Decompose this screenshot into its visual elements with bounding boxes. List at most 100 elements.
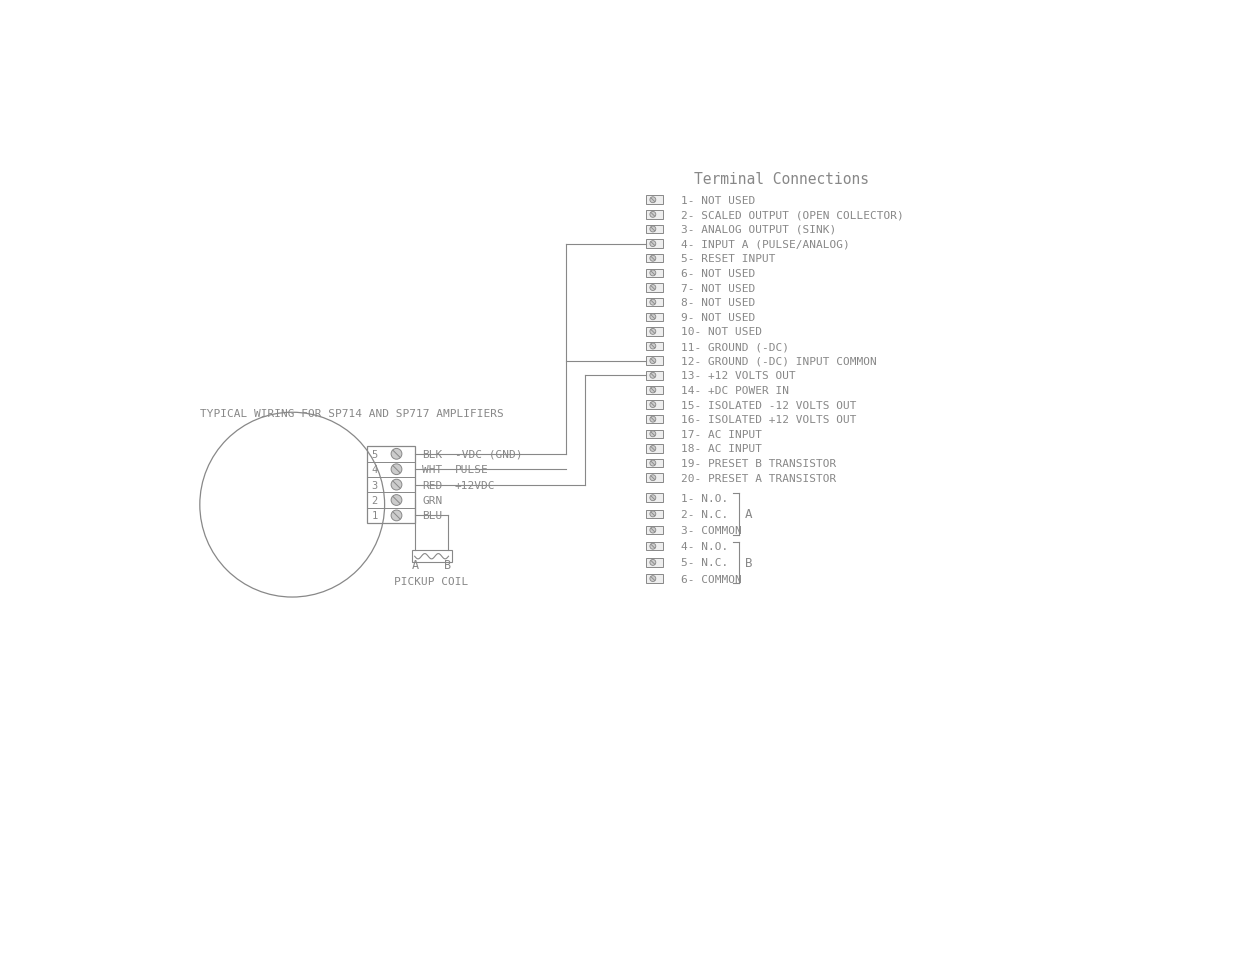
Circle shape (650, 314, 656, 320)
Bar (646, 211, 663, 219)
Bar (646, 298, 663, 307)
Text: 3: 3 (372, 480, 378, 490)
Circle shape (650, 358, 656, 364)
Text: 11- GROUND (-DC): 11- GROUND (-DC) (680, 342, 789, 352)
Circle shape (391, 496, 401, 506)
Text: PULSE: PULSE (454, 465, 488, 475)
Text: 6- NOT USED: 6- NOT USED (680, 269, 756, 278)
Bar (646, 494, 663, 502)
Circle shape (650, 416, 656, 423)
Circle shape (650, 496, 656, 501)
Circle shape (650, 329, 656, 335)
Text: 5- RESET INPUT: 5- RESET INPUT (680, 253, 776, 264)
Text: 1: 1 (372, 511, 378, 521)
Bar (646, 284, 663, 293)
Text: 19- PRESET B TRANSISTOR: 19- PRESET B TRANSISTOR (680, 458, 836, 469)
Text: BLK: BLK (422, 450, 442, 459)
Text: 12- GROUND (-DC) INPUT COMMON: 12- GROUND (-DC) INPUT COMMON (680, 356, 877, 366)
Circle shape (650, 559, 656, 566)
Circle shape (650, 402, 656, 408)
Bar (646, 386, 663, 395)
Text: 7- NOT USED: 7- NOT USED (680, 283, 756, 294)
Bar (646, 474, 663, 482)
Text: 4- INPUT A (PULSE/ANALOG): 4- INPUT A (PULSE/ANALOG) (680, 239, 850, 250)
Circle shape (650, 300, 656, 306)
Circle shape (650, 271, 656, 276)
Bar (646, 314, 663, 322)
Circle shape (650, 213, 656, 218)
Circle shape (650, 543, 656, 550)
Bar (646, 558, 663, 567)
Bar (646, 416, 663, 424)
Text: 4: 4 (372, 465, 378, 475)
Text: PICKUP COIL: PICKUP COIL (394, 577, 469, 587)
Bar (646, 459, 663, 468)
Circle shape (650, 446, 656, 452)
Text: 10- NOT USED: 10- NOT USED (680, 327, 762, 337)
Text: 16- ISOLATED +12 VOLTS OUT: 16- ISOLATED +12 VOLTS OUT (680, 415, 857, 425)
Text: A: A (411, 558, 419, 571)
Circle shape (391, 479, 401, 491)
Bar (646, 328, 663, 336)
Text: 3- COMMON: 3- COMMON (680, 525, 742, 536)
Bar (646, 196, 663, 205)
Text: 3- ANALOG OUTPUT (SINK): 3- ANALOG OUTPUT (SINK) (680, 225, 836, 234)
Text: Terminal Connections: Terminal Connections (694, 172, 868, 187)
Bar (646, 254, 663, 263)
Text: A: A (745, 508, 752, 521)
Circle shape (391, 511, 401, 521)
Text: +12VDC: +12VDC (454, 480, 495, 490)
Text: 15- ISOLATED -12 VOLTS OUT: 15- ISOLATED -12 VOLTS OUT (680, 400, 857, 410)
Circle shape (650, 227, 656, 233)
Text: 18- AC INPUT: 18- AC INPUT (680, 444, 762, 454)
Text: 14- +DC POWER IN: 14- +DC POWER IN (680, 386, 789, 395)
Bar (646, 372, 663, 380)
Text: -VDC (GND): -VDC (GND) (454, 450, 522, 459)
Text: 2: 2 (372, 496, 378, 505)
Bar (411, 551, 452, 563)
Text: 13- +12 VOLTS OUT: 13- +12 VOLTS OUT (680, 371, 795, 381)
Text: 1- NOT USED: 1- NOT USED (680, 195, 756, 206)
Text: 9- NOT USED: 9- NOT USED (680, 313, 756, 322)
Text: B: B (445, 558, 451, 571)
Circle shape (650, 285, 656, 292)
Bar (646, 510, 663, 518)
Bar (646, 226, 663, 234)
Text: 17- AC INPUT: 17- AC INPUT (680, 430, 762, 439)
Text: 5- N.C.: 5- N.C. (680, 558, 729, 568)
Circle shape (650, 512, 656, 517)
Circle shape (650, 432, 656, 437)
Circle shape (650, 197, 656, 204)
Bar (646, 526, 663, 535)
Text: 6- COMMON: 6- COMMON (680, 574, 742, 584)
Bar (646, 445, 663, 454)
Text: 20- PRESET A TRANSISTOR: 20- PRESET A TRANSISTOR (680, 474, 836, 483)
Text: 8- NOT USED: 8- NOT USED (680, 298, 756, 308)
Bar (646, 575, 663, 583)
Text: 1- N.O.: 1- N.O. (680, 494, 729, 503)
Circle shape (650, 476, 656, 481)
Text: 2- SCALED OUTPUT (OPEN COLLECTOR): 2- SCALED OUTPUT (OPEN COLLECTOR) (680, 210, 904, 220)
Bar (646, 240, 663, 249)
Text: TYPICAL WIRING FOR SP714 AND SP717 AMPLIFIERS: TYPICAL WIRING FOR SP714 AND SP717 AMPLI… (200, 408, 504, 418)
Text: 4- N.O.: 4- N.O. (680, 541, 729, 552)
Text: B: B (745, 557, 752, 569)
Circle shape (650, 388, 656, 394)
Bar (367, 447, 415, 523)
Text: RED: RED (422, 480, 442, 490)
Bar (646, 430, 663, 438)
Circle shape (650, 373, 656, 379)
Circle shape (391, 464, 401, 476)
Bar (646, 357, 663, 366)
Text: GRN: GRN (422, 496, 442, 505)
Bar (646, 342, 663, 351)
Circle shape (650, 256, 656, 262)
Text: WHT: WHT (422, 465, 442, 475)
Bar (646, 542, 663, 551)
Circle shape (650, 528, 656, 534)
Circle shape (391, 449, 401, 459)
Text: 5: 5 (372, 450, 378, 459)
Circle shape (650, 576, 656, 582)
Circle shape (650, 344, 656, 350)
Circle shape (650, 460, 656, 467)
